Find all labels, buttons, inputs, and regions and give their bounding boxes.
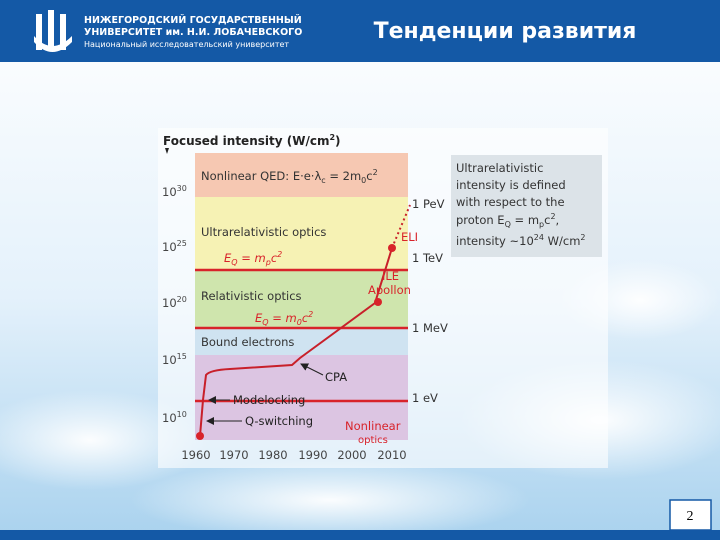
label: ILE [382, 269, 399, 283]
band [195, 328, 408, 355]
energy-labels: 1 PeV 1 TeV 1 MeV 1 eV [412, 197, 448, 405]
point [388, 244, 396, 252]
energy-label: 1 PeV [412, 197, 445, 211]
x-tick-label: 1960 [181, 448, 210, 462]
figure: Focused intensity (W/cm2) 1030 1025 1020… [158, 128, 608, 468]
label: Modelocking [233, 393, 305, 407]
info-line: with respect to the [456, 195, 565, 209]
y-tick-label: 1015 [162, 352, 187, 367]
org-name: УНИВЕРСИТЕТ им. Н.И. ЛОБАЧЕВСКОГО [84, 27, 302, 38]
slide-title: Тенденции развития [374, 19, 637, 44]
energy-label: 1 TeV [412, 251, 443, 265]
y-tick-label: 1010 [162, 410, 187, 425]
page-number: 2 [687, 509, 694, 524]
label: Apollon [368, 283, 411, 297]
energy-label: 1 eV [412, 391, 438, 405]
y-ticks: 1030 1025 1020 1015 1010 [162, 184, 187, 425]
info-line: proton EQ = mpc2, [456, 212, 559, 229]
axis-title: Focused intensity (W/cm2) [163, 133, 341, 148]
band-label: Nonlinear QED: E·e·λc = 2m0c2 [201, 168, 378, 185]
equation: EQ = m0c2 [255, 310, 313, 327]
y-tick-label: 1030 [162, 184, 187, 199]
org-name: НИЖЕГОРОДСКИЙ ГОСУДАРСТВЕННЫЙ [84, 14, 302, 26]
x-tick-label: 2000 [337, 448, 366, 462]
info-text: Ultrarelativistic intensity is defined w… [456, 161, 586, 248]
y-tick-label: 1020 [162, 295, 187, 310]
point [196, 432, 204, 440]
band-label: Bound electrons [201, 335, 294, 349]
label: Nonlinear [345, 419, 401, 433]
x-tick-label: 1980 [258, 448, 287, 462]
x-tick-label: 1970 [219, 448, 248, 462]
equation: EQ = mpc2 [224, 250, 282, 267]
page-number-box [669, 499, 712, 531]
point [374, 298, 382, 306]
info-box [451, 155, 602, 257]
info-line: Ultrarelativistic [456, 161, 543, 175]
header-bar [0, 0, 720, 62]
band-label: Ultrarelativistic optics [201, 225, 326, 239]
label: CPA [325, 370, 347, 384]
footer-bar [0, 530, 720, 540]
org-subtitle: Национальный исследовательский университ… [84, 40, 289, 49]
band [195, 153, 408, 197]
axis-arrow [165, 148, 169, 154]
logo [34, 10, 72, 52]
x-tick-label: 2010 [377, 448, 406, 462]
band [195, 270, 408, 328]
label: optics [358, 435, 388, 446]
band-label: Relativistic optics [201, 289, 302, 303]
band [195, 197, 408, 270]
energy-label: 1 MeV [412, 321, 448, 335]
info-line: intensity is defined [456, 178, 566, 192]
energy-lines [195, 268, 408, 403]
y-tick-label: 1025 [162, 239, 187, 254]
trend-curve [199, 247, 393, 437]
x-tick-label: 1990 [298, 448, 327, 462]
label: ELI [401, 230, 418, 244]
arrow [300, 363, 324, 376]
info-line: intensity ~1024 W/cm2 [456, 233, 586, 248]
label: Q-switching [245, 414, 313, 428]
x-ticks: 1960 1970 1980 1990 2000 2010 [181, 448, 406, 462]
